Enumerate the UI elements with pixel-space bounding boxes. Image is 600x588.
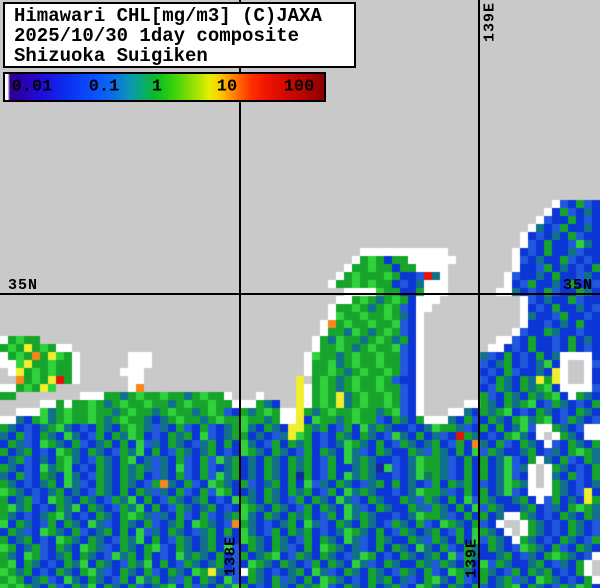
colorbar-tick-0.01: 0.01	[11, 77, 53, 97]
colorbar: 0.01 0.1 1 10 100	[3, 72, 326, 102]
colorbar-tick-1: 1	[151, 77, 163, 97]
title-box: Himawari CHL[mg/m3] (C)JAXA 2025/10/30 1…	[3, 2, 356, 68]
title-line-product: Himawari CHL[mg/m3] (C)JAXA	[14, 5, 322, 27]
title-line-source: Shizuoka Suigiken	[14, 45, 208, 67]
latitude-label-35n-left: 35N	[8, 277, 39, 294]
parallel-line-35n	[0, 293, 600, 295]
colorbar-tick-10: 10	[216, 77, 238, 97]
title-line-date: 2025/10/30 1day composite	[14, 25, 300, 47]
longitude-label-138e-bottom: 138E	[222, 535, 240, 577]
colorbar-tick-0.1: 0.1	[88, 77, 120, 97]
colorbar-tick-100: 100	[283, 77, 315, 97]
longitude-label-139e-top: 139E	[481, 1, 499, 43]
latitude-label-35n-right: 35N	[563, 277, 594, 294]
longitude-label-139e-bottom: 139E	[463, 537, 481, 579]
